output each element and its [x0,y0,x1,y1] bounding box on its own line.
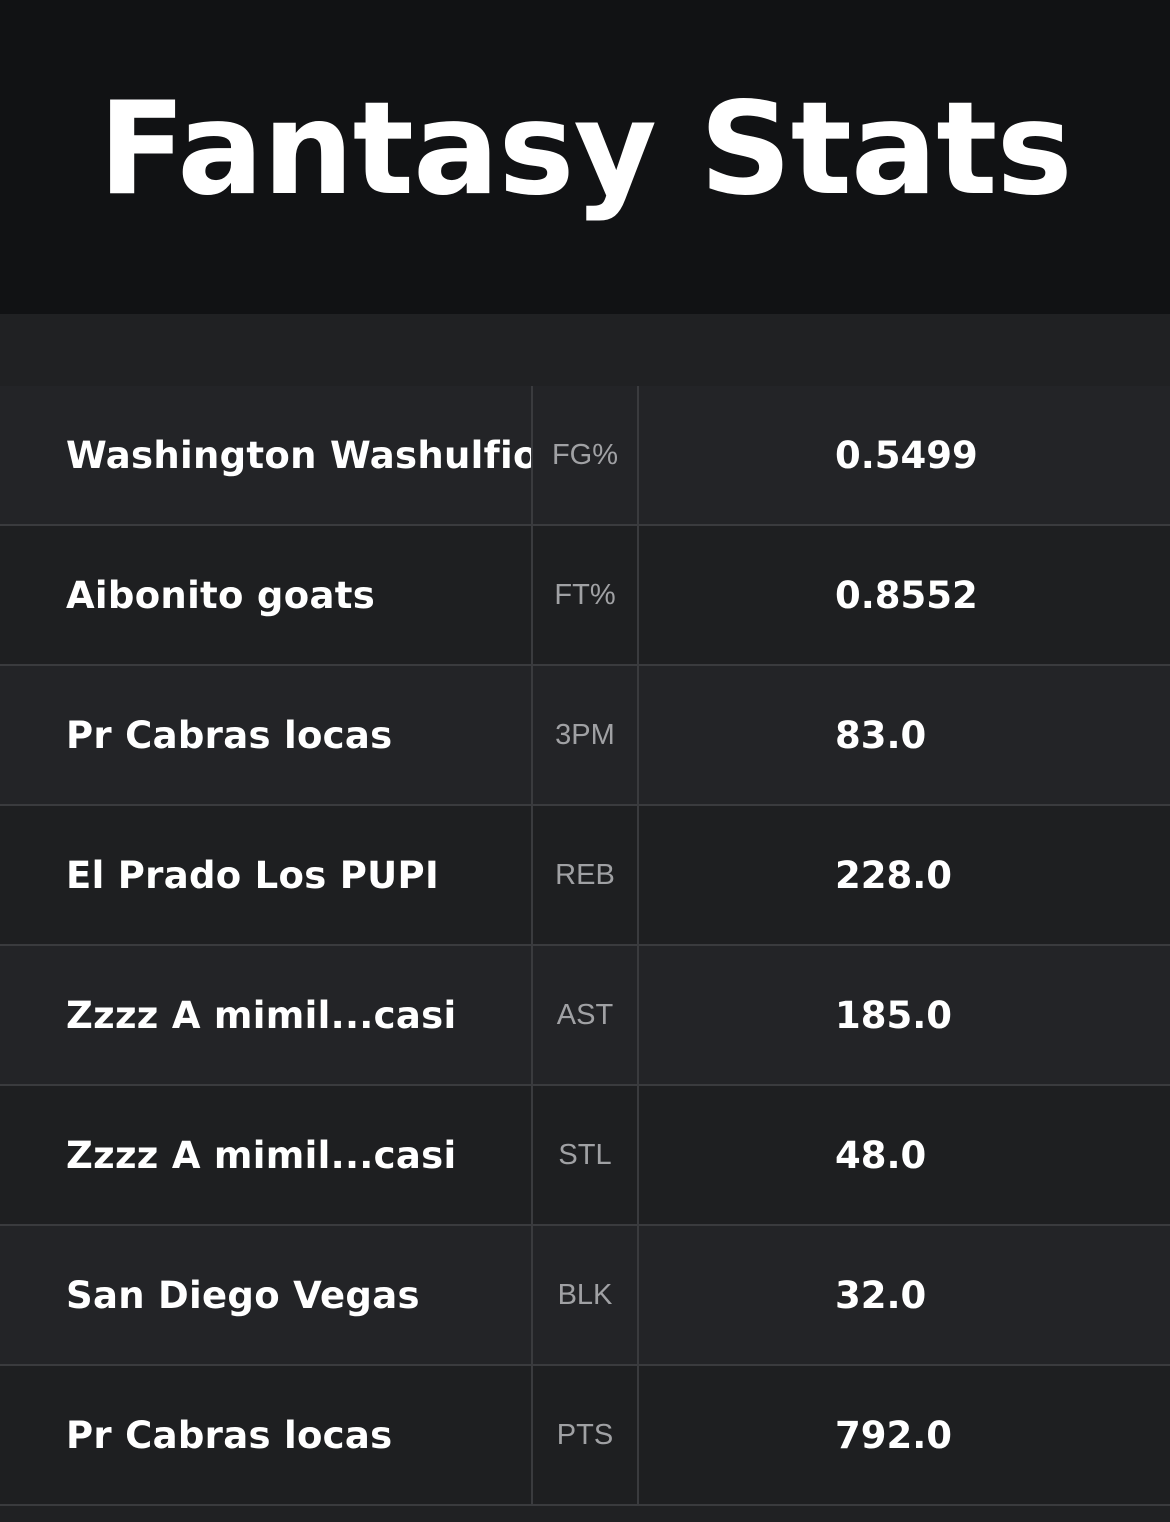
team-name: Pr Cabras locas [66,1413,393,1457]
team-name: Aibonito goats [66,573,376,617]
stats-table: Washington Washulfios FG% 0.5499 Aibonit… [0,386,1170,1506]
table-row[interactable]: Pr Cabras locas PTS 792.0 [0,1366,1170,1506]
stat-value: 0.5499 [835,433,978,477]
team-name: Washington Washulfios [66,433,531,477]
table-row[interactable]: El Prado Los PUPI REB 228.0 [0,806,1170,946]
stat-value: 0.8552 [835,573,978,617]
header-spacer [0,314,1170,386]
team-name: Pr Cabras locas [66,713,393,757]
stat-value: 83.0 [835,713,927,757]
stat-value: 792.0 [835,1413,953,1457]
stat-category: FT% [531,526,639,664]
stat-category: PTS [531,1366,639,1504]
stat-category: REB [531,806,639,944]
stat-value: 32.0 [835,1273,927,1317]
team-name: San Diego Vegas [66,1273,420,1317]
team-name: Zzzz A mimil...casi [66,993,457,1037]
team-name: Zzzz A mimil...casi [66,1133,457,1177]
stat-value: 185.0 [835,993,953,1037]
stat-category: FG% [531,386,639,524]
table-row[interactable]: Aibonito goats FT% 0.8552 [0,526,1170,666]
team-name: El Prado Los PUPI [66,853,440,897]
page-header: Fantasy Stats [0,0,1170,314]
table-row[interactable]: San Diego Vegas BLK 32.0 [0,1226,1170,1366]
table-row[interactable]: Pr Cabras locas 3PM 83.0 [0,666,1170,806]
stat-value: 228.0 [835,853,953,897]
stat-category: AST [531,946,639,1084]
table-row[interactable]: Washington Washulfios FG% 0.5499 [0,386,1170,526]
table-row[interactable]: Zzzz A mimil...casi AST 185.0 [0,946,1170,1086]
table-row[interactable]: Zzzz A mimil...casi STL 48.0 [0,1086,1170,1226]
stat-value: 48.0 [835,1133,927,1177]
page-title: Fantasy Stats [98,74,1072,224]
stat-category: 3PM [531,666,639,804]
stat-category: BLK [531,1226,639,1364]
stat-category: STL [531,1086,639,1224]
